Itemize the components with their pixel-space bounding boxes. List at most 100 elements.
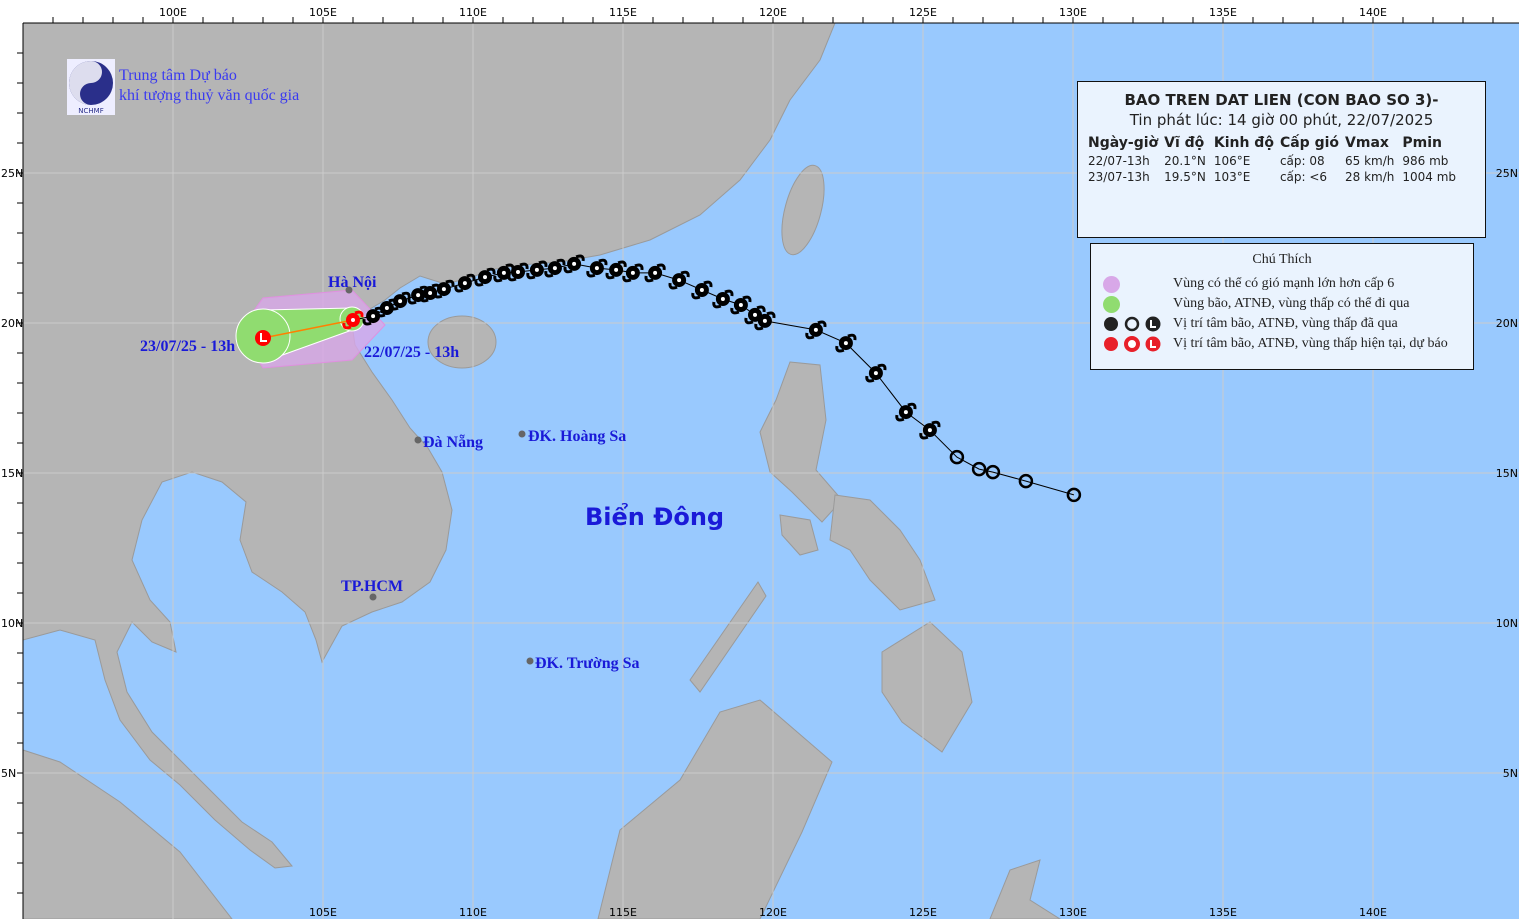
top-lon-label: 100E: [159, 6, 187, 19]
label-truongsa: ĐK. Trường Sa: [535, 655, 640, 672]
label-bien-dong: Biển Đông: [585, 501, 724, 531]
table-row: 22/07-13h 20.1°N 106°E cấp: 08 65 km/h 986 mb: [1086, 153, 1462, 169]
forecast-low-marker: [255, 330, 271, 346]
current-storm-marker: [342, 310, 364, 330]
storm-icon: [1104, 337, 1118, 351]
purple-zone-icon: [1103, 275, 1120, 293]
cell: 986 mb: [1402, 154, 1449, 168]
cell: 65 km/h: [1345, 154, 1395, 168]
past-storm-marker: [563, 254, 585, 274]
past-storm-marker: [622, 263, 644, 283]
low-icon: [1145, 336, 1161, 352]
past-storm-marker: [493, 263, 515, 283]
bottom-lon-label: 115E: [609, 906, 637, 919]
legend-item: Vùng có thể có gió mạnh lớn hơn cấp 6: [1103, 274, 1394, 294]
top-lon-label: 140E: [1359, 6, 1387, 19]
past-depression-marker: [1018, 473, 1034, 489]
org-name: Trung tâm Dự báo khí tượng thuỷ văn quốc…: [119, 66, 299, 106]
legend-item: Vị trí tâm bão, ATNĐ, vùng thấp đã qua: [1103, 314, 1398, 334]
top-lon-label: 120E: [759, 6, 787, 19]
past-storm-marker: [805, 320, 827, 340]
col-lon: Kinh độ: [1213, 135, 1274, 151]
depression-icon: [1124, 316, 1140, 332]
past-storm-marker: [668, 270, 690, 290]
cell: 23/07-13h: [1088, 170, 1150, 184]
label-hanoi: Hà Nội: [328, 274, 377, 291]
past-storm-marker: [526, 260, 548, 280]
top-lon-label: 110E: [459, 6, 487, 19]
past-storm-marker: [744, 305, 766, 325]
land-mindoro: [779, 514, 819, 556]
label-hcm: TP.HCM: [341, 578, 403, 595]
right-lat-label: 20N: [1496, 317, 1518, 330]
green-zone-icon: [1103, 295, 1120, 313]
past-storm-marker: [605, 260, 627, 280]
legend-label: Vùng có thể có gió mạnh lớn hơn cấp 6: [1173, 276, 1395, 291]
legend-label: Vị trí tâm bão, ATNĐ, vùng thấp đã qua: [1173, 316, 1398, 331]
bottom-lon-label: 135E: [1209, 906, 1237, 919]
legend: Chú Thích Vùng có thể có gió mạnh lớn hơ…: [1090, 243, 1474, 370]
info-title: BAO TREN DAT LIEN (CON BAO SO 3)-: [1124, 91, 1439, 109]
past-depression-marker: [971, 461, 987, 477]
storm-icon: [1104, 317, 1118, 331]
land-luzon: [759, 361, 843, 523]
left-lat-label: 15N: [1, 467, 23, 480]
info-header-row: Ngày-giờ Vĩ độ Kinh độ Cấp gió Vmax Pmin: [1086, 133, 1462, 153]
cell: cấp: 08: [1279, 154, 1325, 168]
past-storm-marker: [644, 263, 666, 283]
land-taiwan: [781, 164, 825, 256]
legend-label: Vị trí tâm bão, ATNĐ, vùng thấp hiện tại…: [1173, 336, 1448, 351]
info-issued: Tin phát lúc: 14 giờ 00 phút, 22/07/2025: [1129, 111, 1434, 129]
past-storm-marker: [407, 285, 429, 305]
col-pmin: Pmin: [1402, 135, 1443, 151]
low-icon: [1145, 316, 1161, 332]
bottom-lon-label: 120E: [759, 906, 787, 919]
top-lon-label: 115E: [609, 6, 637, 19]
table-row: 23/07-13h 19.5°N 103°E cấp: <6 28 km/h 1004 m…: [1086, 169, 1462, 185]
past-depression-marker: [1066, 487, 1082, 503]
cell: 28 km/h: [1345, 170, 1395, 184]
past-storm-marker: [586, 258, 608, 278]
cell: 103°E: [1213, 170, 1251, 184]
land-palawan: [689, 581, 767, 693]
past-position-icons: [1104, 316, 1161, 332]
land-visayas: [829, 494, 936, 611]
label-hoangsa: ĐK. Hoàng Sa: [528, 428, 626, 445]
danang-marker: [414, 436, 422, 444]
past-storm-marker: [865, 363, 887, 383]
land-mindanao: [881, 621, 973, 753]
storm-track: [255, 254, 1082, 503]
depression-icon: [1124, 336, 1140, 352]
bottom-lon-label: 105E: [309, 906, 337, 919]
past-depression-marker: [985, 464, 1001, 480]
current-position-icons: [1104, 336, 1161, 352]
bottom-lon-label: 130E: [1059, 906, 1087, 919]
org-line-2: khí tượng thuỷ văn quốc gia: [119, 87, 300, 104]
right-lat-label: 25N: [1496, 167, 1518, 180]
forecast-track-line: [262, 319, 354, 339]
storm-info-box: BAO TREN DAT LIEN (CON BAO SO 3)- Tin ph…: [1077, 81, 1486, 238]
past-storm-marker: [362, 306, 384, 326]
past-storm-marker: [919, 420, 941, 440]
past-track-line: [352, 263, 1075, 496]
col-datetime: Ngày-giờ: [1088, 135, 1159, 151]
cell: 19.5°N: [1164, 170, 1206, 184]
legend-title: Chú Thích: [1252, 252, 1312, 267]
right-lat-label: 15N: [1496, 467, 1518, 480]
cell: 20.1°N: [1164, 154, 1206, 168]
left-lat-label: 10N: [1, 617, 23, 630]
past-depression-marker: [949, 449, 965, 465]
cell: 106°E: [1213, 154, 1251, 168]
bottom-lon-label: 140E: [1359, 906, 1387, 919]
bottom-lon-label: 125E: [909, 906, 937, 919]
past-storm-marker: [474, 267, 496, 287]
col-lat: Vĩ độ: [1164, 135, 1205, 151]
legend-item: Vùng bão, ATNĐ, vùng thấp có thể đi qua: [1103, 294, 1409, 314]
right-lat-label: 10N: [1496, 617, 1518, 630]
truongsa-marker: [526, 657, 534, 665]
past-storm-marker: [691, 280, 713, 300]
left-lat-label: 20N: [1, 317, 23, 330]
land-sumatra: [22, 749, 233, 919]
grid-lines: [23, 23, 1519, 919]
